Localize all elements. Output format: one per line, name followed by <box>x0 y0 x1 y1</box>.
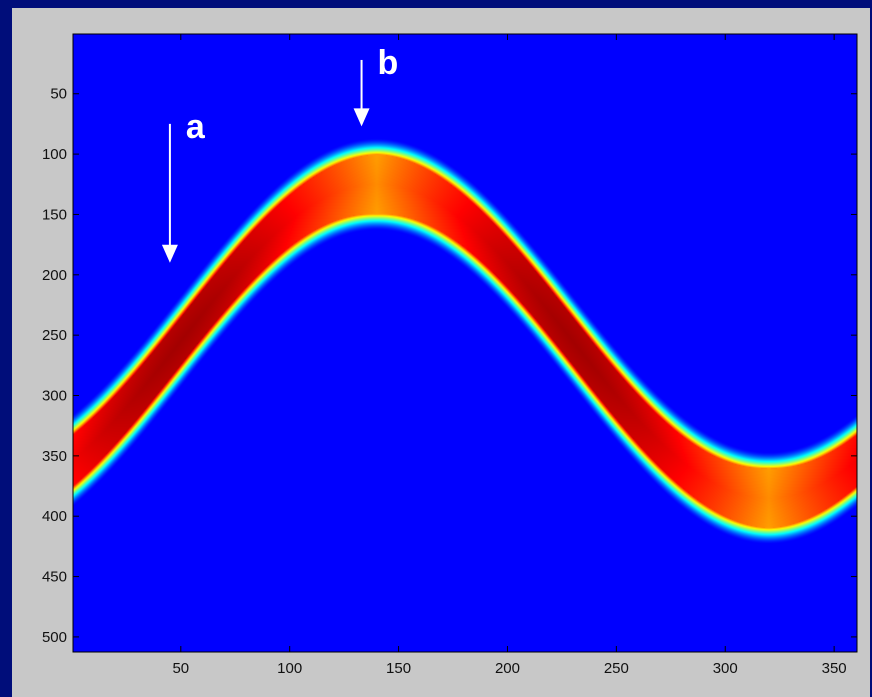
annotation-label-a: a <box>186 108 206 146</box>
y-tick-label: 400 <box>42 508 67 525</box>
annotation-arrowhead-a <box>161 244 178 263</box>
y-tick-label: 150 <box>42 206 67 223</box>
x-tick-label: 250 <box>604 660 629 677</box>
y-tick-label: 350 <box>42 448 67 465</box>
y-tick-label: 100 <box>42 146 67 163</box>
y-tick-label: 300 <box>42 388 67 405</box>
x-tick-label: 200 <box>495 660 520 677</box>
annotation-arrowhead-b <box>353 108 370 127</box>
heatmap-image <box>73 34 857 652</box>
y-tick-label: 200 <box>42 267 67 284</box>
x-tick-label: 50 <box>172 660 189 677</box>
x-tick-label: 100 <box>277 660 302 677</box>
annotation-label-b: b <box>378 44 399 82</box>
y-tick-label: 500 <box>42 629 67 646</box>
plot-frame <box>72 33 858 653</box>
x-tick-label: 300 <box>713 660 738 677</box>
x-tick-label: 150 <box>386 660 411 677</box>
axis-ticks: 50 100 150 200 250 300 350 50 100 150 200 250 300 350… <box>42 34 857 677</box>
annotations: ab <box>161 44 399 263</box>
y-tick-label: 450 <box>42 569 67 586</box>
y-tick-label: 50 <box>50 86 67 103</box>
x-tick-label: 350 <box>822 660 847 677</box>
y-tick-label: 250 <box>42 327 67 344</box>
